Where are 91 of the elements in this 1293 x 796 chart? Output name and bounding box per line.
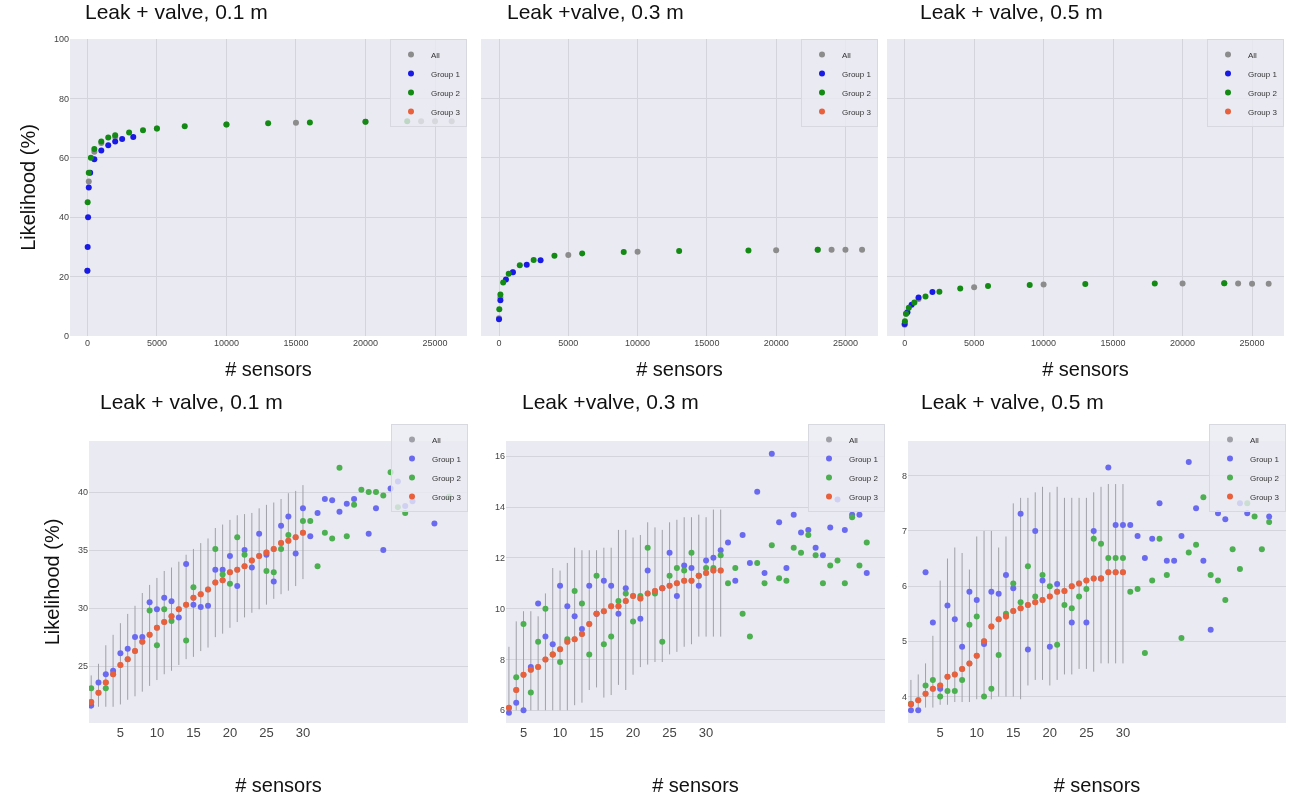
x-tick-label: 20 (222, 725, 238, 740)
x-tick-label: 10 (149, 725, 165, 740)
y-tick-label: 8 (901, 470, 907, 481)
legend-label: All (432, 435, 442, 445)
legend-label: Group 1 (432, 454, 462, 464)
x-axis-title: # sensors (235, 774, 322, 796)
y-tick-label: 8 (499, 654, 505, 665)
y-tick-label: 25 (77, 661, 88, 672)
y-tick-label: 40 (77, 487, 88, 498)
x-tick-label: 5000 (146, 338, 167, 348)
x-tick-label: 15 (186, 725, 201, 740)
legend-label: Group 1 (849, 454, 879, 464)
y-tick-label: 16 (494, 451, 505, 462)
x-axis-title: # sensors (1053, 774, 1141, 796)
y-axis-title: Likelihood (%) (17, 124, 40, 251)
legend-label: All (842, 50, 852, 60)
chart-title: Leak + valve, 0.1 m (85, 0, 268, 23)
y-tick-label: 12 (494, 553, 505, 564)
x-tick-label: 10000 (213, 338, 239, 348)
x-tick-label: 15 (1006, 725, 1021, 740)
x-tick-label: 5000 (558, 338, 579, 348)
legend-label: Group 3 (431, 107, 461, 117)
y-tick-label: 6 (499, 705, 505, 716)
y-tick-label: 40 (58, 212, 69, 223)
legend-label: Group 1 (431, 69, 461, 79)
y-axis-title: Likelihood (%) (41, 518, 64, 646)
chart-title: Leak + valve, 0.5 m (921, 389, 1104, 413)
y-tick-label: 14 (494, 502, 505, 513)
x-tick-label: 30 (1115, 725, 1131, 740)
x-tick-label: 20000 (1170, 338, 1196, 348)
x-tick-label: 15000 (694, 338, 720, 348)
x-tick-label: 25000 (422, 338, 448, 348)
x-tick-label: 25 (662, 725, 677, 740)
y-tick-label: 7 (901, 526, 907, 537)
x-tick-label: 15000 (283, 338, 309, 348)
y-tick-label: 35 (77, 545, 88, 556)
x-tick-label: 20 (1042, 725, 1058, 740)
chart-title: Leak +valve, 0.3 m (522, 389, 699, 413)
legend-label: Group 2 (842, 88, 872, 98)
x-tick-label: 10000 (625, 338, 651, 348)
legend-label: Group 2 (432, 473, 462, 483)
y-tick-label: 10 (494, 603, 505, 614)
x-axis-title: # sensors (225, 357, 312, 380)
x-tick-label: 25 (1079, 725, 1094, 740)
y-tick-label: 20 (58, 271, 69, 282)
x-tick-label: 10000 (1031, 338, 1057, 348)
x-axis-title: # sensors (636, 357, 723, 380)
legend-label: Group 3 (1248, 107, 1278, 117)
chart-title: Leak + valve, 0.5 m (920, 0, 1103, 23)
legend-label: Group 2 (431, 88, 461, 98)
x-tick-label: 10 (552, 725, 568, 740)
chart-title: Leak + valve, 0.1 m (100, 389, 283, 413)
x-tick-label: 5000 (964, 338, 985, 348)
y-tick-label: 4 (901, 691, 907, 702)
legend-label: All (1248, 50, 1258, 60)
x-tick-label: 10 (969, 725, 984, 740)
legend-label: Group 2 (1250, 473, 1280, 483)
chart-title: Leak +valve, 0.3 m (507, 0, 684, 23)
legend-label: All (849, 435, 859, 445)
legend-label: Group 3 (432, 492, 462, 502)
x-tick-label: 20 (625, 725, 641, 740)
y-tick-label: 100 (53, 34, 69, 45)
x-tick-label: 25000 (832, 338, 858, 348)
legend-label: All (431, 50, 441, 60)
legend-label: Group 3 (1250, 492, 1280, 502)
legend-label: Group 3 (849, 492, 879, 502)
x-tick-label: 30 (698, 725, 714, 740)
x-tick-label: 5 (519, 725, 528, 740)
x-tick-label: 5 (116, 725, 125, 740)
y-tick-label: 80 (58, 93, 69, 104)
x-tick-label: 15 (589, 725, 604, 740)
x-tick-label: 20000 (352, 338, 379, 348)
legend-label: Group 2 (849, 473, 879, 483)
x-tick-label: 15000 (1100, 338, 1126, 348)
x-tick-label: 20000 (763, 338, 789, 348)
y-tick-label: 6 (901, 581, 907, 592)
x-tick-label: 5 (936, 725, 944, 740)
x-axis-title: # sensors (652, 774, 739, 796)
x-axis-title: # sensors (1042, 357, 1129, 380)
legend-label: Group 3 (842, 107, 872, 117)
y-tick-label: 60 (58, 152, 69, 163)
x-tick-label: 25000 (1239, 338, 1265, 348)
legend-label: Group 1 (1248, 69, 1278, 79)
y-tick-label: 5 (901, 636, 907, 647)
x-tick-label: 30 (295, 725, 311, 740)
legend-label: Group 2 (1248, 88, 1278, 98)
legend-label: Group 1 (1250, 454, 1280, 464)
x-tick-label: 25 (259, 725, 274, 740)
y-tick-label: 30 (77, 603, 88, 614)
legend-label: All (1250, 435, 1260, 445)
legend-label: Group 1 (842, 69, 872, 79)
